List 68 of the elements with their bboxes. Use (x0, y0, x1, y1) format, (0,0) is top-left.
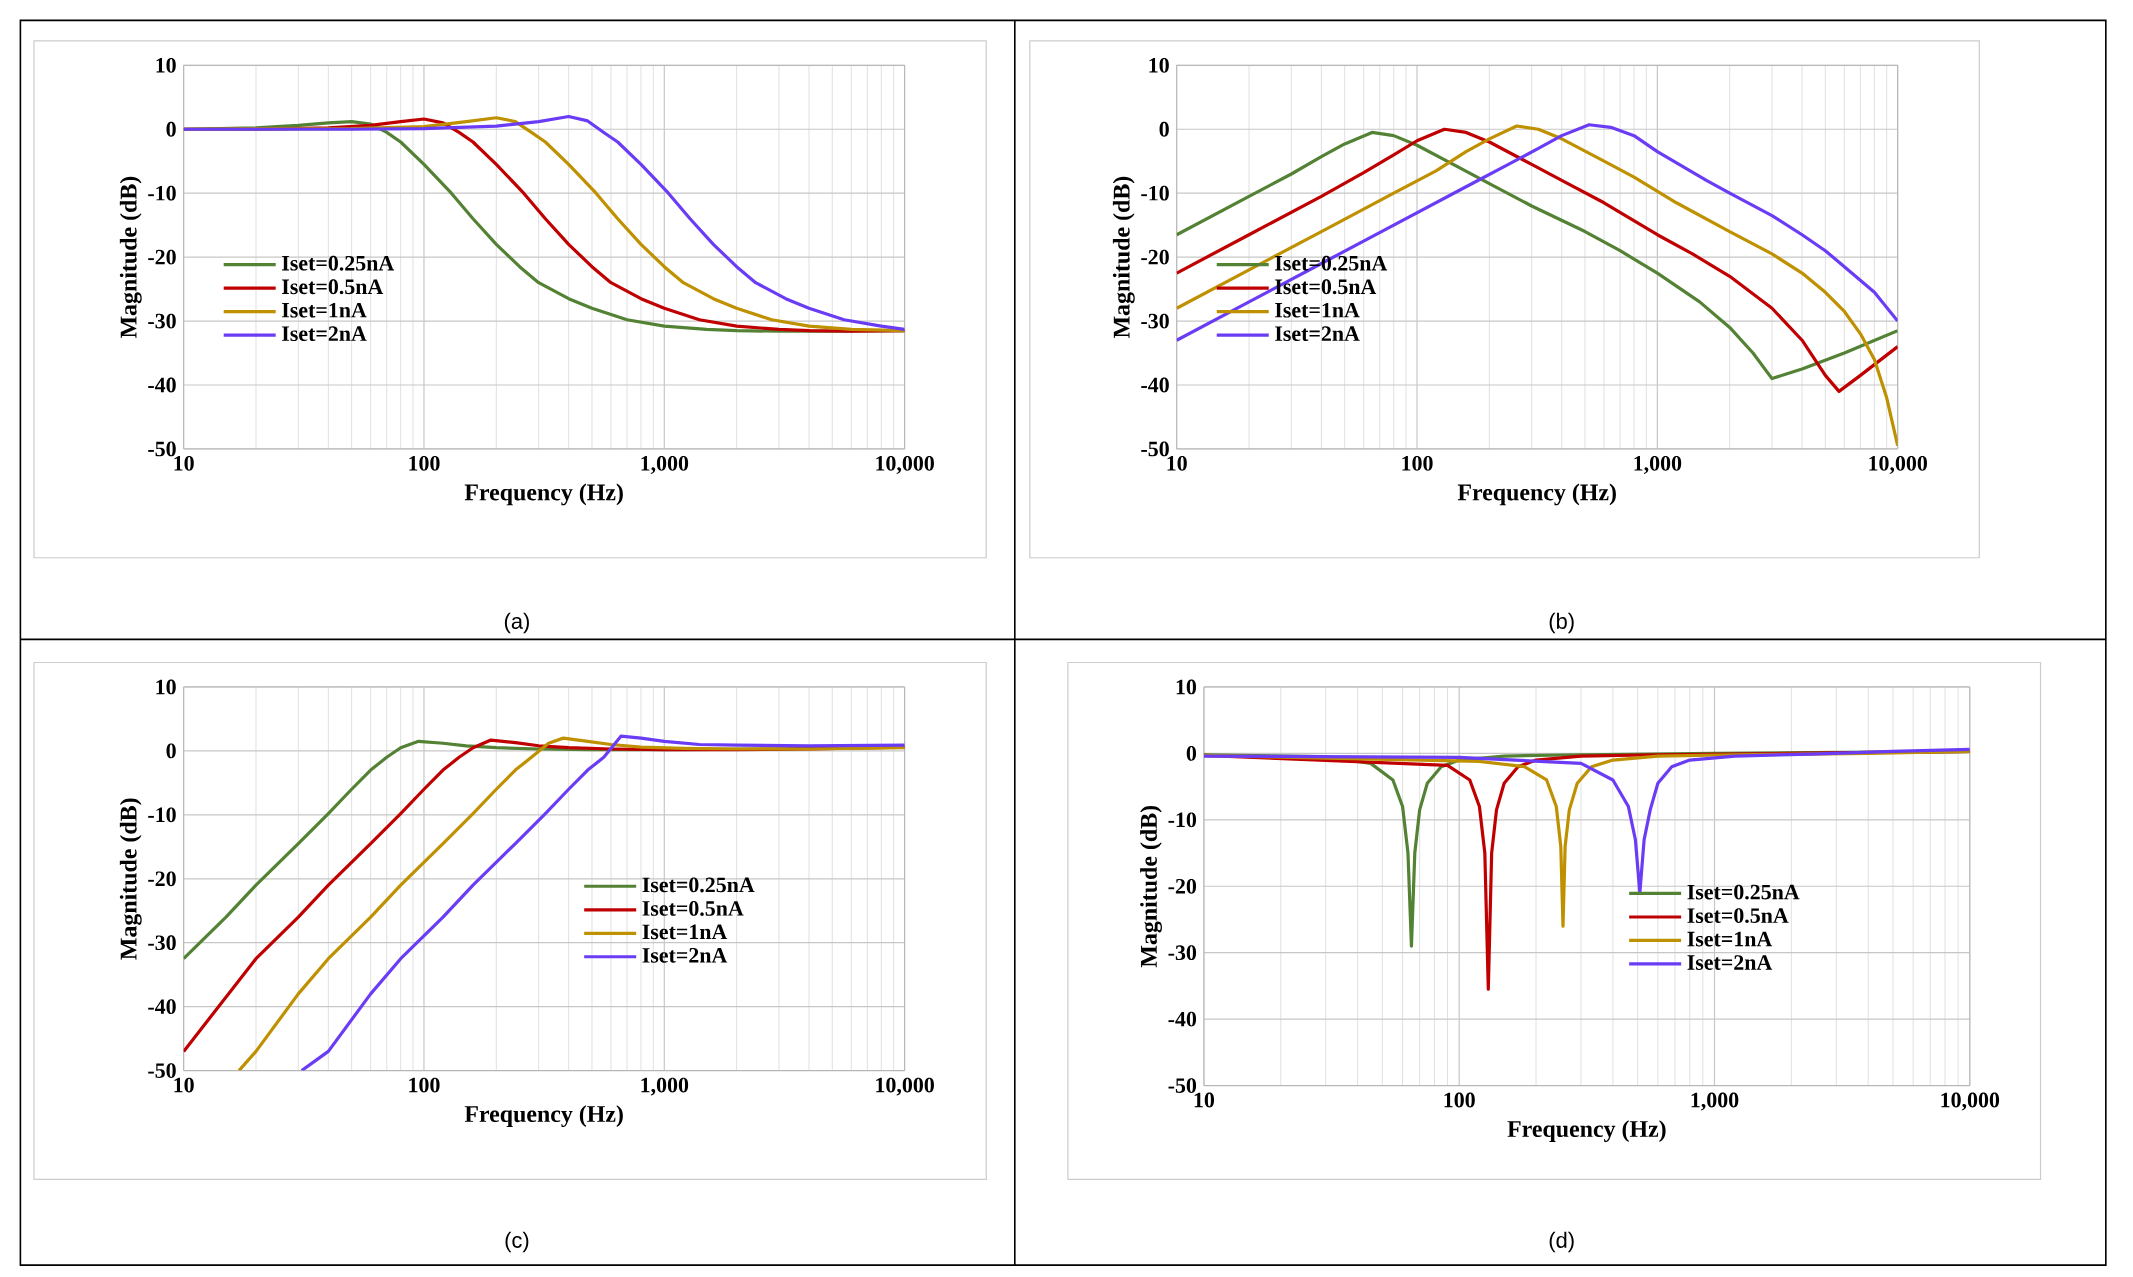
legend-label: Iset=0.5nA (642, 900, 744, 916)
text: (b) (1549, 612, 1574, 634)
legend-label: Iset=0.5nA (282, 279, 384, 295)
x-tick-label: 10,000 (1941, 1092, 2000, 1111)
y-axis-title: Magnitude (dB) (1112, 176, 1135, 338)
legend-label: Iset=1nA (642, 924, 728, 940)
y-tick-label: -40 (1168, 1011, 1197, 1027)
y-axis-title: Magnitude (dB) (119, 176, 142, 338)
legend-label: Iset=0.5nA (1687, 908, 1789, 923)
y-tick-label: 0 (166, 121, 176, 137)
y-tick-label: -40 (148, 377, 176, 393)
legend-label: Iset=0.25nA (282, 255, 395, 271)
x-tick-label: 10,000 (1869, 455, 1927, 474)
legend-label: Iset=1nA (1275, 302, 1360, 318)
x-tick-label: 1,000 (1691, 1092, 1739, 1111)
y-tick-label: -20 (148, 871, 176, 887)
x-axis-title: Frequency (Hz) (1457, 483, 1616, 506)
legend-label: Iset=0.25nA (1687, 884, 1800, 900)
y-tick-label: 10 (1176, 679, 1197, 695)
y-tick-label: 0 (1159, 121, 1169, 137)
y-tick-label: -10 (148, 807, 176, 823)
y-tick-label: 10 (156, 679, 176, 695)
y-tick-label: -50 (148, 441, 176, 457)
text: (c) (505, 1231, 529, 1253)
x-tick-label: 100 (409, 455, 440, 471)
y-tick-label: -40 (1141, 377, 1169, 393)
y-tick-label: 10 (1149, 57, 1169, 73)
x-tick-label: 1,000 (641, 1077, 689, 1096)
y-axis-title: Magnitude (dB) (1140, 805, 1162, 968)
x-tick-label: 1,000 (641, 455, 689, 474)
y-tick-label: -10 (1141, 185, 1169, 201)
x-tick-label: 100 (1402, 455, 1433, 471)
legend-label: Iset=1nA (282, 302, 367, 318)
y-tick-label: -50 (1141, 441, 1169, 457)
y-tick-label: -40 (148, 999, 176, 1014)
x-tick-label: 10 (1194, 1092, 1215, 1108)
x-tick-label: 10,000 (876, 455, 934, 474)
y-axis-title: Magnitude (dB) (119, 798, 142, 960)
y-tick-label: -50 (148, 1063, 176, 1078)
x-tick-label: 1,000 (1634, 455, 1682, 474)
y-tick-label: -30 (148, 935, 176, 950)
x-tick-label: 100 (409, 1077, 440, 1093)
text: (d) (1549, 1231, 1574, 1253)
x-axis-title: Frequency (Hz) (464, 483, 623, 506)
text: (a) (504, 612, 529, 634)
y-tick-label: -30 (1168, 945, 1197, 960)
x-axis-title: Frequency (Hz) (1507, 1120, 1666, 1142)
legend-label: Iset=2nA (282, 326, 367, 341)
legend-label: Iset=2nA (642, 947, 728, 963)
legend-label: Iset=1nA (1687, 931, 1773, 947)
y-tick-label: -10 (1168, 812, 1197, 828)
y-tick-label: -10 (148, 185, 176, 201)
legend-label: Iset=0.25nA (642, 877, 755, 893)
y-tick-label: -20 (1168, 878, 1197, 894)
x-tick-label: 10,000 (876, 1077, 934, 1096)
legend-label: Iset=2nA (1275, 326, 1360, 341)
y-tick-label: 0 (1186, 745, 1197, 761)
legend-label: Iset=2nA (1687, 955, 1773, 970)
y-tick-label: -30 (148, 313, 176, 329)
legend-label: Iset=0.5nA (1275, 279, 1377, 295)
x-tick-label: 100 (1444, 1092, 1475, 1108)
y-tick-label: -20 (148, 249, 176, 265)
y-tick-label: 10 (156, 57, 176, 73)
y-tick-label: -50 (1168, 1078, 1197, 1093)
x-axis-title: Frequency (Hz) (464, 1105, 623, 1127)
y-tick-label: -30 (1141, 313, 1169, 329)
y-tick-label: -20 (1141, 249, 1169, 265)
y-tick-label: 0 (166, 743, 176, 759)
